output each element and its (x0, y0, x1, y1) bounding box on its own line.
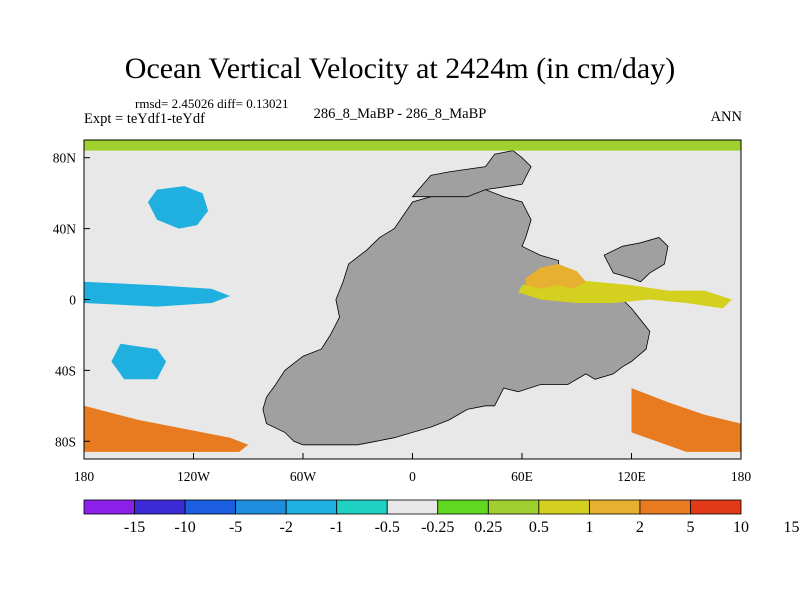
colorbar-box (336, 499, 388, 515)
x-tick-label: 120E (617, 469, 646, 484)
colorbar-box (690, 499, 742, 515)
region-north-pacific-eddy (147, 186, 209, 229)
colorbar-box (588, 499, 641, 515)
axis-ticks: 180 120W 60W 0 60E 120E 180 80N 40N 0 40S 80S (53, 151, 752, 484)
colorbar-box (538, 499, 590, 515)
colorbar-label: -5 (229, 519, 242, 536)
colorbar-label: -0.25 (421, 519, 454, 536)
colorbar-label: -0.5 (375, 519, 400, 536)
velocity-field-layer (84, 140, 741, 452)
colorbar-label: -10 (174, 519, 195, 536)
x-tick-label: 180 (74, 469, 95, 484)
colorbar-label: 0.5 (529, 519, 549, 536)
chart-title: Ocean Vertical Velocity at 2424m (in cm/… (124, 52, 676, 85)
x-tick-label: 0 (409, 469, 416, 484)
colorbar-label: 1 (585, 519, 593, 536)
region-indian-ocean-jet (525, 264, 586, 289)
colorbar-label: -2 (279, 519, 292, 536)
colorbar-box (184, 499, 237, 515)
region-arctic-band (84, 140, 741, 151)
colorbar-box (437, 499, 489, 515)
colorbar-box (285, 499, 338, 515)
y-tick-label: 40S (55, 363, 76, 378)
colorbar: -15 -10 -5 -2 -1 -0.5 -0.25 0.25 0.5 1 2 5 10 15 (83, 499, 800, 536)
region-southern-ocean-east (631, 388, 741, 452)
colorbar-label: 10 (733, 519, 749, 536)
region-equatorial-west-band (84, 281, 230, 307)
x-tick-label: 120W (177, 469, 210, 484)
stats-line: rmsd= 2.45026 diff= 0.13021 (135, 96, 289, 111)
season-label: ANN (710, 109, 742, 125)
colorbar-label: 2 (636, 519, 644, 536)
x-tick-label: 60E (511, 469, 533, 484)
colorbar-label: 15 (784, 519, 800, 536)
x-tick-label: 60W (290, 469, 317, 484)
colorbar-box (487, 499, 540, 515)
colorbar-box (386, 499, 439, 515)
case-label: 286_8_MaBP - 286_8_MaBP (313, 106, 487, 122)
colorbar-box (235, 499, 287, 515)
y-tick-label: 40N (53, 222, 77, 237)
region-southern-ocean-west (84, 405, 249, 452)
region-arctic-north-pole-land (411, 150, 532, 198)
region-continent (262, 189, 651, 446)
region-eastern-landmass (603, 237, 669, 283)
colorbar-label: -15 (124, 519, 145, 536)
experiment-label: Expt = teYdf1-teYdf (84, 111, 205, 127)
colorbar-label: -1 (330, 519, 343, 536)
region-south-pacific-eddy (111, 343, 167, 380)
colorbar-box (134, 499, 186, 515)
y-tick-label: 0 (69, 293, 76, 308)
y-tick-label: 80N (53, 151, 77, 166)
x-tick-label: 180 (731, 469, 752, 484)
colorbar-box (83, 499, 135, 515)
colorbar-box (639, 499, 691, 515)
colorbar-label: 5 (686, 519, 694, 536)
y-tick-label: 80S (55, 434, 76, 449)
colorbar-label: 0.25 (474, 519, 502, 536)
